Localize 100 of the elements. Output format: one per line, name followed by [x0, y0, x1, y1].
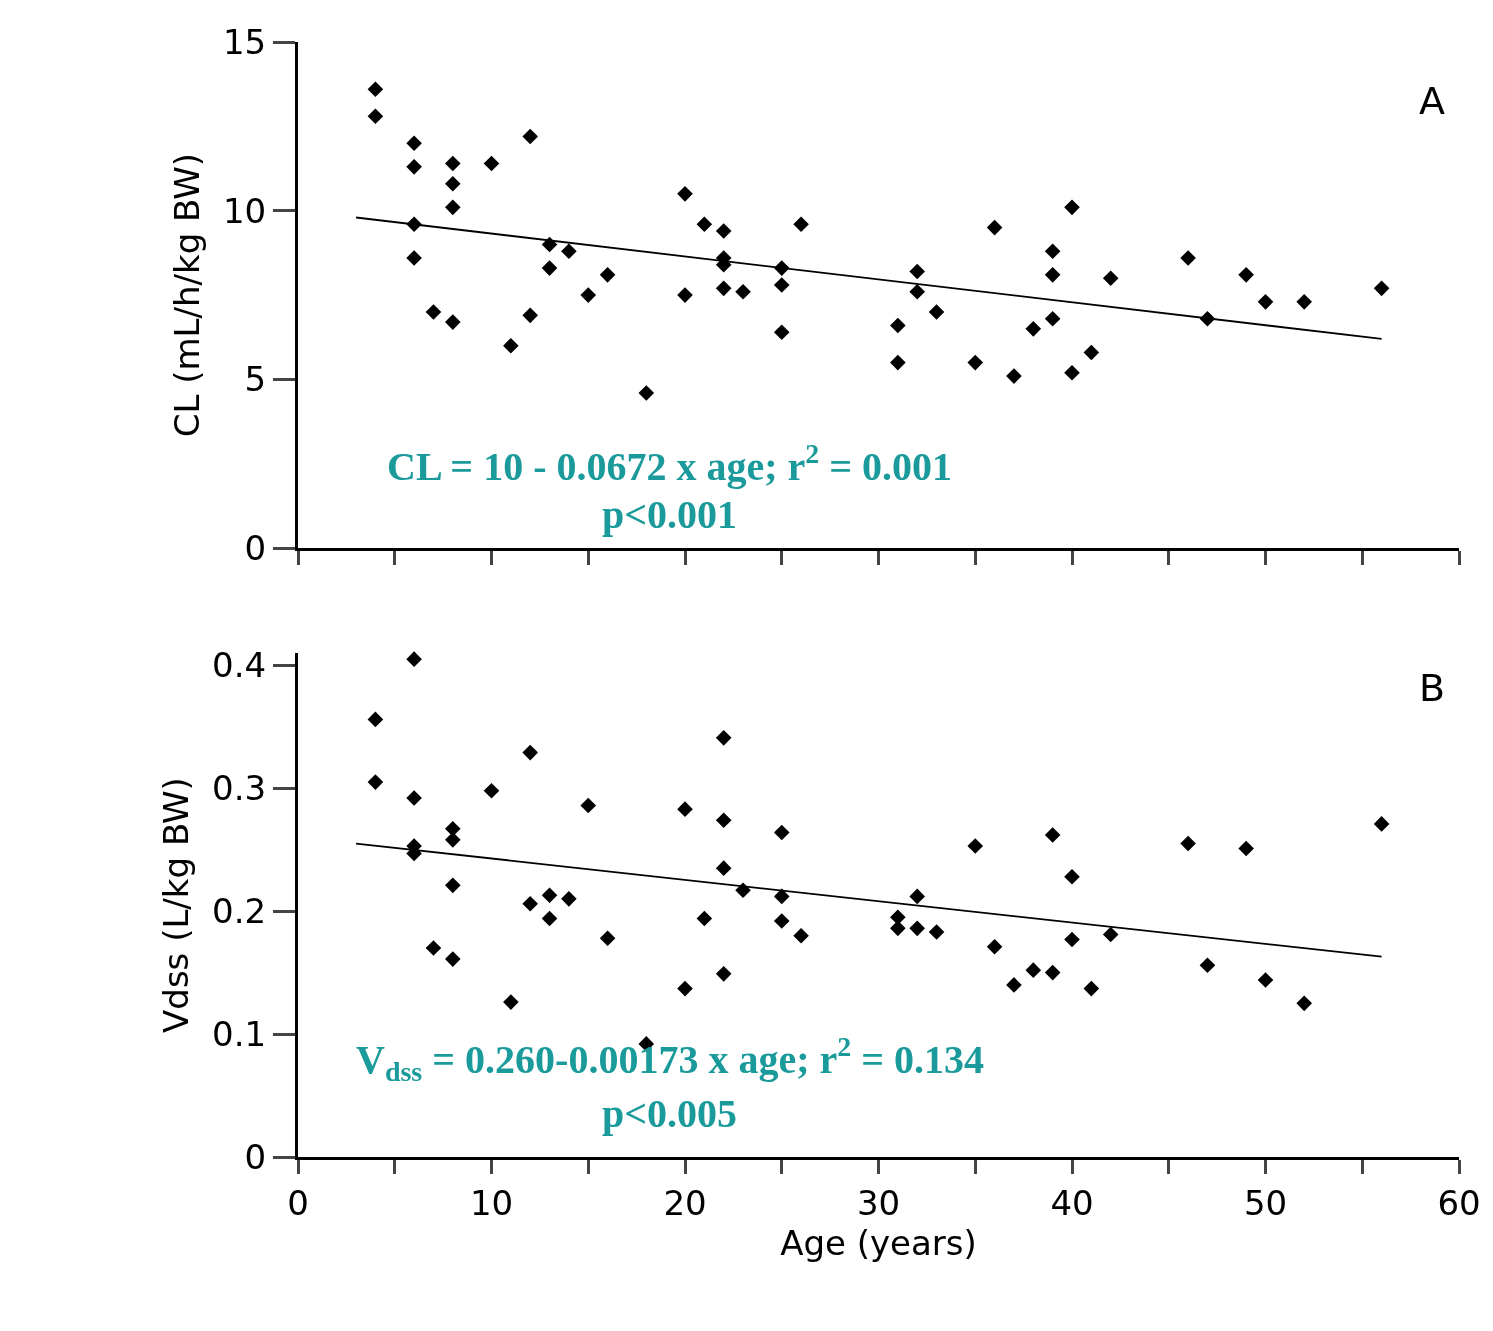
point: [1006, 977, 1022, 993]
point: [1296, 995, 1312, 1012]
point: [561, 891, 577, 907]
point: [367, 108, 384, 125]
point: [773, 824, 790, 841]
point: [909, 263, 925, 280]
point: [967, 354, 984, 371]
point: [1064, 868, 1080, 885]
point: [599, 267, 616, 283]
y-tick-label: 0.3: [212, 768, 267, 809]
point: [522, 128, 538, 145]
y-tick-label: 0.4: [212, 645, 267, 686]
point: [406, 135, 422, 152]
point: [503, 337, 519, 354]
point: [1257, 294, 1274, 310]
point: [735, 283, 751, 300]
point: [677, 186, 693, 202]
point: [1044, 964, 1061, 981]
point: [445, 877, 461, 894]
y-tick-label: 10: [222, 190, 267, 231]
annotation: B: [1419, 666, 1446, 710]
point: [445, 821, 461, 837]
point: [599, 930, 616, 946]
x-tick-label: 60: [1437, 1182, 1481, 1223]
point: [580, 797, 597, 814]
point: [580, 287, 597, 303]
x-tick-label: 50: [1243, 1182, 1288, 1223]
point: [773, 277, 790, 293]
point: [406, 250, 422, 266]
point: [445, 832, 461, 848]
point: [541, 887, 558, 903]
point: [406, 651, 422, 667]
x-tick-label: 10: [469, 1182, 514, 1223]
point: [483, 782, 500, 799]
point: [445, 175, 461, 192]
y-axis-title: CL (mL/h/kg BW): [166, 152, 207, 438]
point: [696, 216, 713, 233]
point: [928, 304, 945, 320]
point: [773, 913, 790, 929]
y-axis-title: Vdss (L/kg BW): [155, 777, 196, 1033]
point: [909, 920, 925, 937]
point: [928, 924, 945, 940]
point: [1044, 310, 1061, 327]
y-tick-label: 5: [244, 359, 267, 400]
annotation: p<0.005: [602, 1091, 738, 1136]
point: [541, 910, 558, 927]
point: [715, 860, 732, 876]
point: [1102, 270, 1119, 287]
point: [1180, 835, 1196, 852]
x-tick-label: 20: [663, 1182, 707, 1223]
point: [793, 927, 809, 944]
point: [1199, 957, 1216, 974]
point: [677, 980, 693, 997]
point: [445, 314, 461, 330]
point: [986, 939, 1003, 955]
point: [367, 81, 384, 98]
point: [367, 774, 384, 790]
point: [522, 895, 538, 912]
point: [1180, 250, 1196, 266]
point: [367, 711, 384, 728]
point: [1064, 364, 1080, 381]
point: [503, 994, 519, 1010]
point: [425, 304, 442, 320]
point: [715, 730, 732, 746]
point: [406, 159, 422, 175]
point: [1044, 267, 1061, 283]
point: [1238, 840, 1254, 857]
point: [793, 216, 809, 233]
point: [1102, 926, 1119, 943]
point: [1064, 931, 1080, 948]
point: [677, 801, 693, 817]
point: [445, 951, 461, 967]
point: [522, 307, 538, 324]
y-tick-label: 0.1: [212, 1013, 267, 1054]
point: [638, 385, 655, 401]
point: [425, 940, 442, 956]
point: [1044, 827, 1061, 843]
y-tick-label: 0: [244, 528, 267, 569]
point: [1373, 280, 1390, 297]
point: [1025, 962, 1042, 978]
point: [986, 219, 1003, 236]
annotation: p<0.001: [602, 492, 738, 537]
x-tick-label: 30: [856, 1182, 901, 1223]
annotation: CL = 10 - 0.0672 x age; r$^{2}$ = 0.001: [387, 438, 953, 489]
point: [541, 260, 558, 276]
point: [696, 910, 713, 927]
point: [735, 882, 751, 899]
annotation: A: [1419, 79, 1445, 123]
point: [1083, 980, 1100, 997]
point: [445, 155, 461, 172]
y-tick-label: 15: [222, 21, 267, 62]
y-tick-label: 0: [244, 1136, 267, 1177]
point: [1006, 368, 1022, 384]
point: [715, 280, 732, 297]
point: [909, 888, 925, 905]
point: [1373, 816, 1390, 832]
y-tick-label: 0.2: [212, 891, 267, 932]
point: [445, 199, 461, 216]
point: [406, 790, 422, 806]
point: [1064, 199, 1080, 216]
